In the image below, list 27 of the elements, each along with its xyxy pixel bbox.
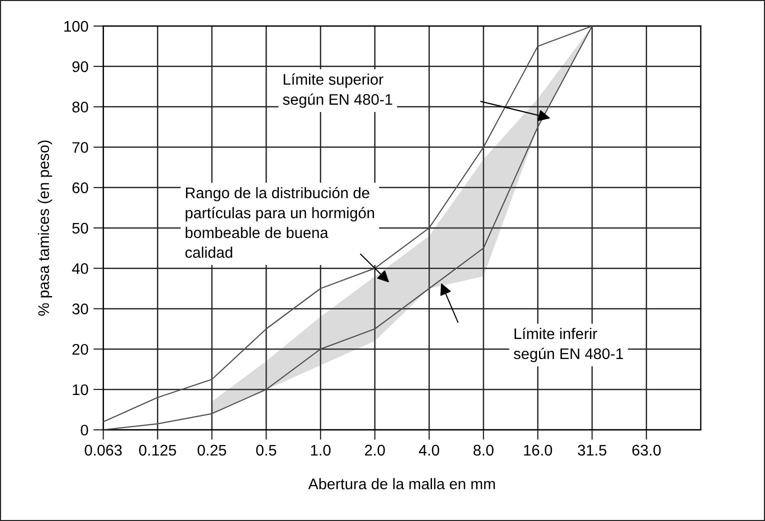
y-tick-label: 70	[72, 142, 88, 153]
annotation: Límite superior según EN 480-1	[282, 73, 392, 108]
x-tick-label: 63.0	[632, 444, 661, 456]
y-tick-label: 60	[72, 182, 88, 194]
y-axis-title: % pasa tamices (en peso)	[38, 140, 52, 316]
y-tick-label: 20	[72, 344, 88, 355]
x-tick-label: 8.0	[474, 444, 494, 456]
y-tick-label: 50	[72, 222, 88, 234]
y-tick-label: 100	[64, 20, 88, 32]
annotation: Límite inferir según EN 480-1	[514, 328, 624, 362]
x-tick-label: 31.5	[578, 444, 606, 456]
x-tick-label: 0.5	[256, 444, 276, 456]
annotation: Rango de la distribución de partículas para un hormigón bombeable de buena calidad	[185, 186, 374, 258]
y-tick-label: 90	[72, 61, 88, 72]
x-tick-label: 0.125	[139, 444, 176, 456]
y-tick-label: 0	[80, 424, 88, 436]
y-tick-label: 10	[72, 384, 88, 396]
x-tick-label: 0.25	[198, 444, 226, 456]
y-tick-label: 30	[72, 304, 88, 314]
x-tick-label: 2.0	[365, 444, 385, 456]
x-axis-title: Abertura de la malla en mm	[308, 478, 495, 490]
x-tick-label: 16.0	[524, 444, 552, 456]
y-tick-label: 80	[72, 102, 88, 112]
x-tick-label: 4.0	[418, 444, 440, 456]
y-tick-label: 40	[72, 263, 88, 274]
x-tick-label: 0.063	[84, 444, 122, 456]
x-tick-label: 1.0	[311, 444, 331, 456]
